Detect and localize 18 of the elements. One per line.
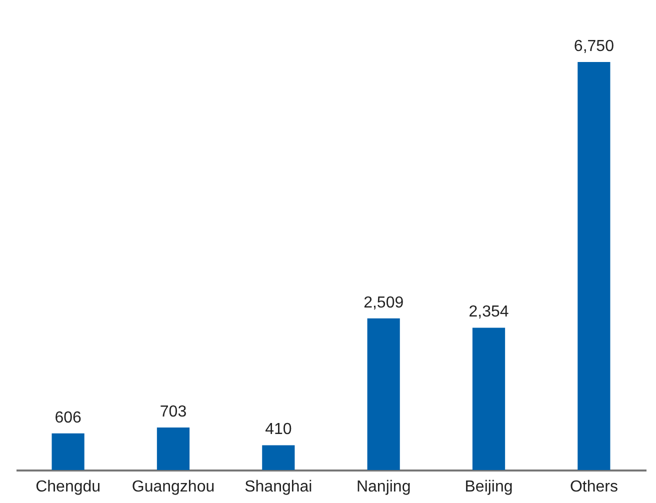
data-label: 410 — [265, 421, 292, 438]
x-tick-label: Shanghai — [244, 478, 312, 496]
bar — [262, 445, 295, 470]
x-tick-label: Chengdu — [36, 478, 101, 496]
data-label: 6,750 — [574, 38, 614, 55]
data-label: 2,509 — [364, 294, 404, 312]
bar — [367, 318, 400, 470]
x-tick-label: Guangzhou — [132, 478, 215, 496]
x-tick-label: Nanjing — [356, 478, 411, 496]
data-label: 703 — [160, 404, 187, 421]
x-tick-label: Others — [570, 478, 618, 496]
data-label: 606 — [54, 409, 82, 426]
x-tick-label: Beijing — [464, 478, 513, 496]
bar — [156, 428, 190, 470]
bar — [578, 62, 610, 470]
bar — [52, 433, 84, 470]
data-label: 2,354 — [468, 304, 509, 321]
bar — [472, 328, 506, 470]
